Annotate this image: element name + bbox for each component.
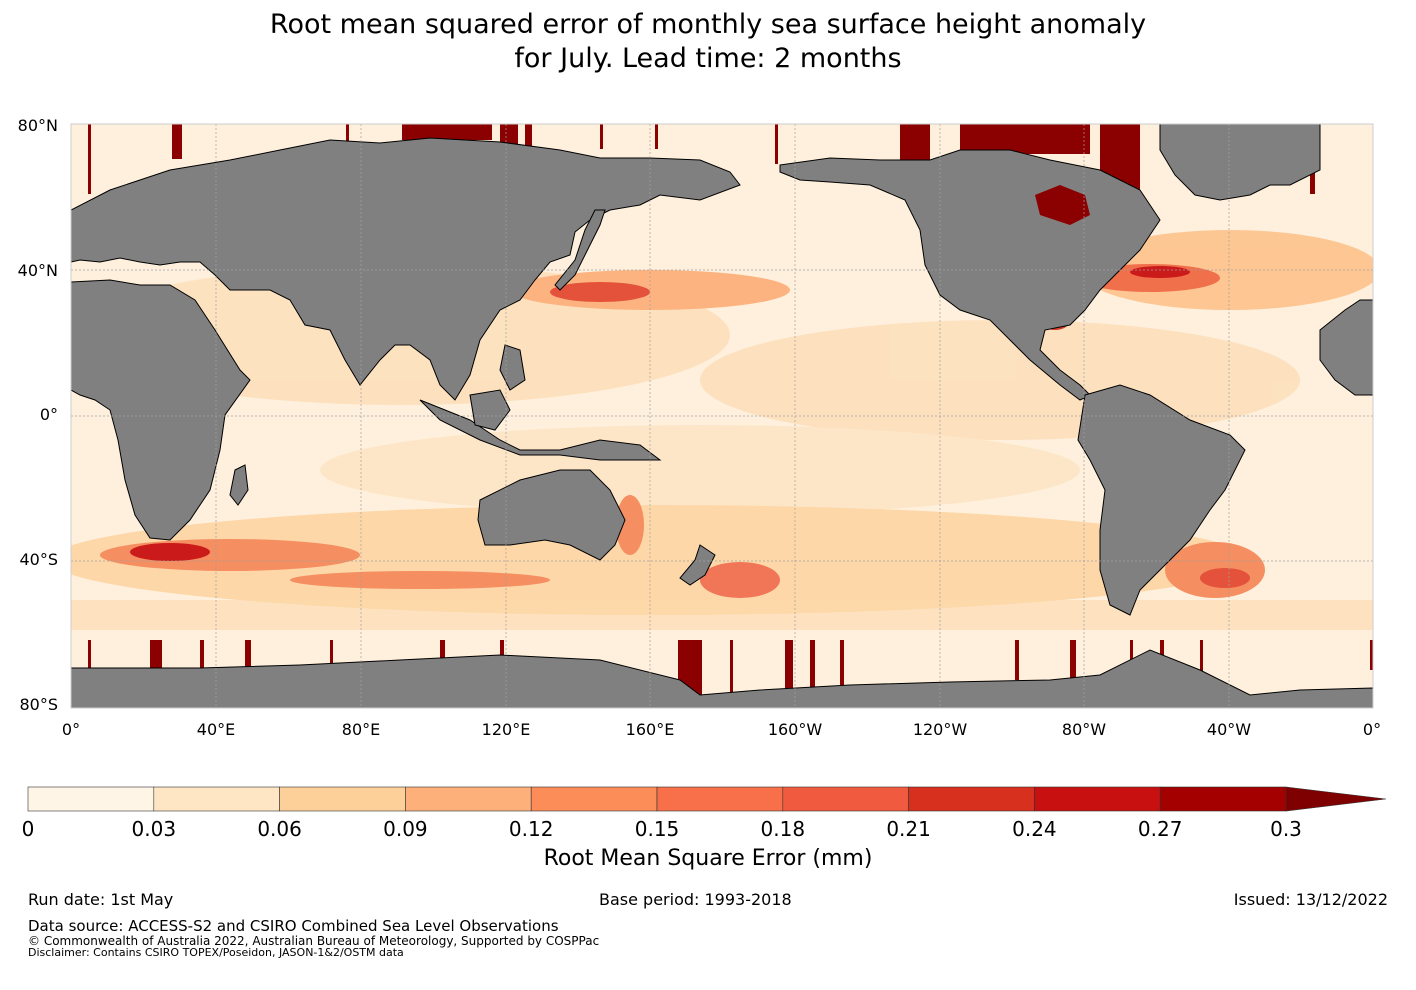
colorbar-tick-label: 0.15	[634, 817, 680, 841]
lon-label-120w: 120°W	[912, 720, 968, 739]
run-date: Run date: 1st May	[28, 890, 174, 909]
colorbar-segment	[782, 786, 909, 812]
issued-date: Issued: 13/12/2022	[1233, 890, 1388, 909]
colorbar-tick-label: 0.24	[1012, 817, 1057, 841]
copyright: © Commonwealth of Australia 2022, Austra…	[28, 934, 600, 948]
hudson-bay	[1035, 185, 1090, 225]
chart-title: Root mean squared error of monthly sea s…	[0, 8, 1416, 76]
colorbar-tick-label: 0.09	[383, 817, 428, 841]
colorbar-tick-label: 0.03	[131, 817, 177, 841]
eurasia	[71, 137, 741, 401]
colorbar-tick-label: 0.21	[886, 817, 931, 841]
title-line-2: for July. Lead time: 2 months	[514, 43, 902, 74]
lon-label-160e: 160°E	[625, 720, 675, 739]
gridlines	[71, 124, 1373, 708]
europe-west-edge	[1319, 299, 1373, 396]
base-period: Base period: 1993-2018	[599, 890, 792, 909]
colorbar-tick-label: 0.06	[257, 817, 302, 841]
title-line-1: Root mean squared error of monthly sea s…	[269, 9, 1147, 40]
colorbar-extend-arrow	[1285, 786, 1387, 812]
lon-label-160w: 160°W	[767, 720, 823, 739]
lon-label-80e: 80°E	[341, 720, 381, 739]
colorbar-segment	[1159, 786, 1287, 812]
colorbar-tick-label: 0.3	[1270, 817, 1302, 841]
lon-label-40w: 40°W	[1206, 720, 1252, 739]
lat-label-80n: 80°N	[17, 116, 58, 135]
colorbar-segment	[908, 786, 1035, 812]
colorbar-segment	[1034, 786, 1161, 812]
colorbar-segment	[27, 786, 155, 812]
colorbar-segment	[153, 786, 280, 812]
map-frame	[70, 123, 1374, 709]
madagascar	[229, 464, 249, 506]
lon-label-0-left: 0°	[61, 720, 81, 739]
lat-label-80s: 80°S	[19, 695, 58, 714]
land	[71, 124, 1373, 708]
lon-label-80w: 80°W	[1061, 720, 1107, 739]
greenland	[1159, 124, 1321, 201]
colorbar-segment	[279, 786, 406, 812]
colorbar-tick-label: 0.18	[760, 817, 806, 841]
africa	[71, 279, 251, 541]
lon-label-40e: 40°E	[196, 720, 236, 739]
borneo	[469, 389, 511, 431]
lat-label-0: 0°	[39, 405, 58, 424]
data-source: Data source: ACCESS-S2 and CSIRO Combine…	[28, 917, 559, 935]
antarctica	[71, 649, 1373, 708]
colorbar-tick-label: 0.27	[1137, 817, 1183, 841]
australia	[477, 469, 626, 561]
colorbar-segment	[530, 786, 658, 812]
lon-label-0-right: 0°	[1362, 720, 1382, 739]
new-zealand	[679, 544, 716, 586]
colorbar-tick-label: 0.12	[508, 817, 554, 841]
lon-label-120e: 120°E	[481, 720, 531, 739]
colorbar-tick-label: 0	[21, 817, 35, 841]
colorbar	[27, 786, 1387, 812]
south-america	[1077, 384, 1246, 616]
colorbar-segment	[656, 786, 784, 812]
lat-label-40n: 40°N	[17, 261, 58, 280]
colorbar-segment	[405, 786, 532, 812]
disclaimer: Disclaimer: Contains CSIRO TOPEX/Poseido…	[28, 946, 404, 959]
colorbar-label: Root Mean Square Error (mm)	[543, 846, 873, 871]
lat-label-40s: 40°S	[19, 550, 58, 569]
